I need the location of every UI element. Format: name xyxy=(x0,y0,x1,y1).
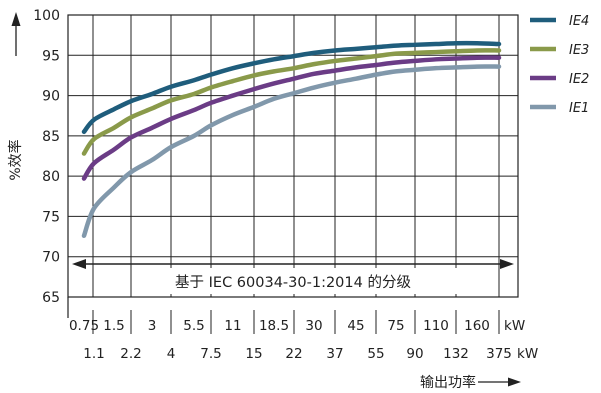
x-tick-label-bottom: 4 xyxy=(167,346,176,362)
x-tick-label-bottom: 7.5 xyxy=(200,346,221,362)
y-tick-label: 85 xyxy=(42,129,60,145)
legend-label-ie4: IE4 xyxy=(569,14,589,29)
annotation-layer: 基于 IEC 60034-30-1:2014 的分级 xyxy=(72,259,514,294)
x-tick-label-top: 0.75 xyxy=(69,318,99,334)
x-tick-label-top: 45 xyxy=(347,318,364,334)
arrow-left-icon xyxy=(72,259,86,269)
legend-label-ie2: IE2 xyxy=(569,72,589,87)
x-unit-bottom: kW xyxy=(517,346,538,362)
x-tick-label-top: 18.5 xyxy=(259,318,289,334)
x-tick-label-top: 11 xyxy=(224,318,241,334)
curves-layer xyxy=(81,40,502,239)
x-tick-label-top: 1.5 xyxy=(103,318,124,334)
arrow-right-icon xyxy=(500,259,514,269)
x-tick-label-bottom: 375 xyxy=(486,346,512,362)
x-tick-label-top: 75 xyxy=(387,318,404,334)
series-line-ie3 xyxy=(81,48,502,156)
x-tick-label-bottom: 132 xyxy=(443,346,469,362)
y-tick-label: 80 xyxy=(42,169,60,185)
series-line-ie1 xyxy=(81,64,502,239)
legend-label-ie1: IE1 xyxy=(569,101,589,116)
x-unit-top: kW xyxy=(504,318,525,334)
ticks-layer: 100 95 90 85 80 75 70 65 0.75 1.5 3 5.5 11 18.5 30 45 75… xyxy=(33,8,538,362)
legend-label-ie3: IE3 xyxy=(569,43,589,58)
y-tick-label: 95 xyxy=(42,48,60,64)
grid-layer xyxy=(68,14,518,298)
classification-annotation: 基于 IEC 60034-30-1:2014 的分级 xyxy=(175,274,411,291)
x-tick-label-bottom: 2.2 xyxy=(120,346,141,362)
plot-frame xyxy=(67,14,519,298)
x-tick-label-bottom: 22 xyxy=(285,346,302,362)
arrow-up-icon xyxy=(11,12,21,26)
y-tick-label: 75 xyxy=(42,209,60,225)
x-axis-title-group: 输出功率 xyxy=(420,374,521,391)
legend: IE4 IE3 IE2 IE1 xyxy=(530,14,589,116)
series-line-ie4 xyxy=(81,40,502,135)
y-axis-title: %效率 xyxy=(7,139,24,180)
annotation-background xyxy=(167,268,457,294)
y-tick-label: 65 xyxy=(42,290,60,306)
x-tick-label-top: 5.5 xyxy=(183,318,204,334)
arrow-right-icon xyxy=(508,377,521,387)
x-tick-label-bottom: 55 xyxy=(367,346,384,362)
x-tick-label-top: 160 xyxy=(464,318,490,334)
x-tick-label-top: 3 xyxy=(148,318,157,334)
x-tick-label-bottom: 90 xyxy=(406,346,423,362)
x-tick-label-bottom: 37 xyxy=(326,346,343,362)
x-axis-title: 输出功率 xyxy=(420,374,476,391)
x-tick-label-top: 30 xyxy=(305,318,322,334)
x-tick-label-bottom: 15 xyxy=(245,346,262,362)
y-tick-label: 100 xyxy=(33,8,60,24)
x-tick-label-top: 110 xyxy=(423,318,449,334)
axis-layer xyxy=(11,12,519,318)
y-tick-label: 90 xyxy=(42,89,60,105)
series-line-ie2 xyxy=(81,55,502,181)
x-tick-label-bottom: 1.1 xyxy=(83,346,104,362)
y-tick-label: 70 xyxy=(42,250,60,266)
